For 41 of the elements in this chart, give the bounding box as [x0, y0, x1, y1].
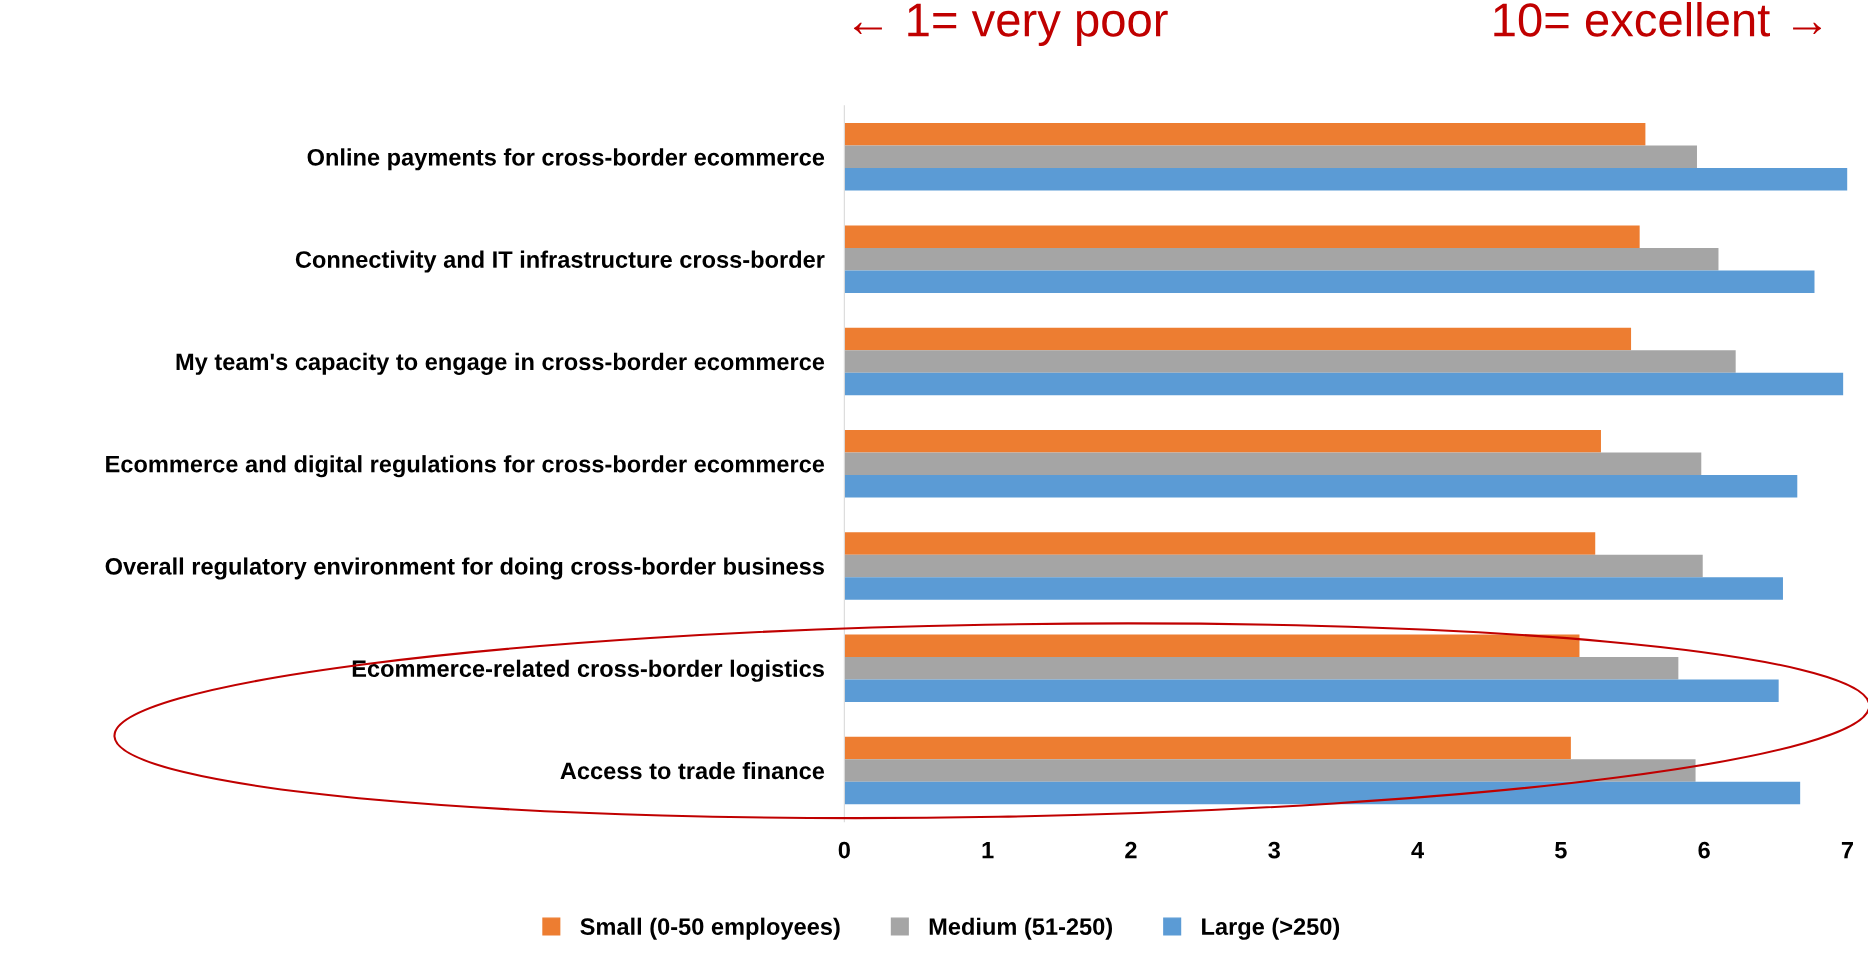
y-tick-label: Connectivity and IT infrastructure cross-border — [295, 250, 825, 273]
x-tick-label: 4 — [1411, 841, 1424, 859]
y-tick-label: Overall regulatory environment for doing cross-border business — [105, 557, 824, 580]
bar — [844, 474, 1798, 498]
bar — [844, 168, 1848, 191]
x-tick-label: 3 — [1268, 841, 1280, 859]
y-tick-label: Online payments for cross-border ecommerce — [307, 148, 825, 171]
bar — [844, 247, 1719, 271]
bar — [844, 429, 1601, 453]
text: 10= excellent → — [1494, 2, 1822, 37]
bar — [844, 350, 1736, 373]
legend-label: Large (>250) — [1202, 917, 1340, 940]
x-tick-label: 1 — [982, 841, 994, 859]
y-tick-label: My team's capacity to engage in cross-border ecommerce — [176, 352, 825, 375]
x-tick-label: 7 — [1841, 841, 1853, 859]
bar — [844, 656, 1679, 680]
x-tick-label: 6 — [1698, 841, 1710, 859]
bar — [844, 759, 1696, 782]
bar — [844, 452, 1702, 475]
x-tick-label: 2 — [1125, 841, 1137, 859]
bar — [844, 577, 1783, 600]
text: ← 1= very poor — [853, 3, 1168, 47]
bar — [844, 532, 1596, 555]
x-tick-label: 5 — [1555, 841, 1567, 859]
legend-label: Small (0-50 employees) — [580, 917, 840, 940]
x-tick-label: 0 — [838, 841, 850, 859]
bar — [844, 679, 1779, 702]
bar — [844, 634, 1580, 657]
legend-label: Medium (51-250) — [929, 917, 1112, 940]
bar — [844, 123, 1646, 146]
y-tick-label: Ecommerce-related cross-border logistics — [352, 659, 824, 682]
bar — [844, 372, 1844, 396]
bar — [844, 781, 1801, 805]
bar — [844, 145, 1697, 169]
bar — [844, 225, 1640, 248]
y-tick-label: Access to trade finance — [560, 761, 825, 780]
bar — [844, 736, 1571, 760]
bar — [844, 270, 1815, 293]
bar — [844, 327, 1632, 351]
y-tick-label: Ecommerce and digital regulations for cross-border ecommerce — [106, 455, 825, 478]
bar — [844, 554, 1703, 578]
